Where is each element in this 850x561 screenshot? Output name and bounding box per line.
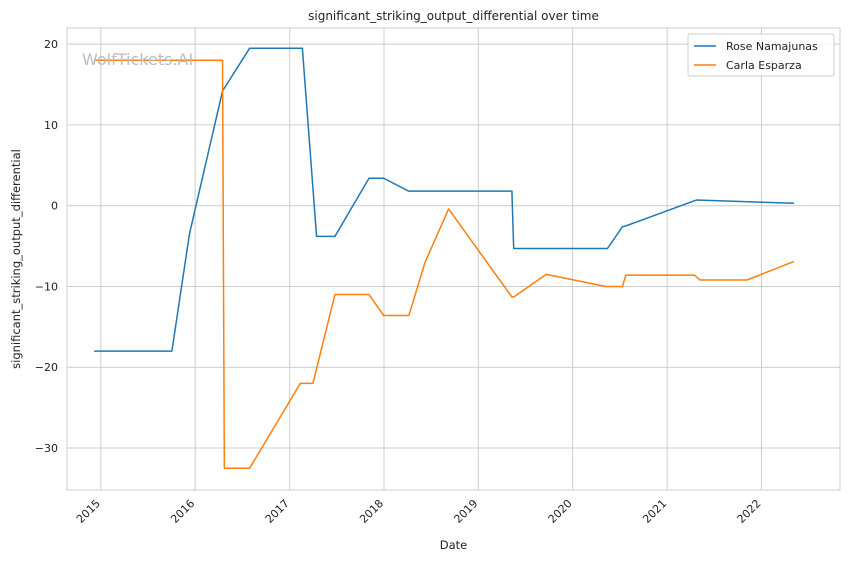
series-line-carla-esparza (94, 59, 795, 469)
x-axis-title: Date (440, 538, 468, 552)
y-tick-label: −20 (35, 361, 58, 374)
y-tick-label: −10 (35, 280, 58, 293)
y-tick-label: 20 (44, 38, 58, 51)
chart-title: significant_striking_output_differential… (308, 9, 599, 23)
series-line-rose-namajunas (94, 47, 795, 352)
legend-box (687, 33, 835, 77)
plot-frame (66, 27, 841, 491)
series-layer (94, 47, 795, 469)
y-tick-label: 0 (51, 200, 58, 213)
watermark-text: WolfTickets.AI (82, 50, 193, 69)
legend-label-rose-namajunas: Rose Namajunas (726, 40, 818, 53)
y-tick-label: −30 (35, 442, 58, 455)
y-axis-title: significant_striking_output_differential (9, 149, 23, 369)
y-tick-label: 10 (44, 119, 58, 132)
legend: Rose Namajunas Carla Esparza (687, 33, 835, 77)
legend-label-carla-esparza: Carla Esparza (726, 59, 802, 72)
